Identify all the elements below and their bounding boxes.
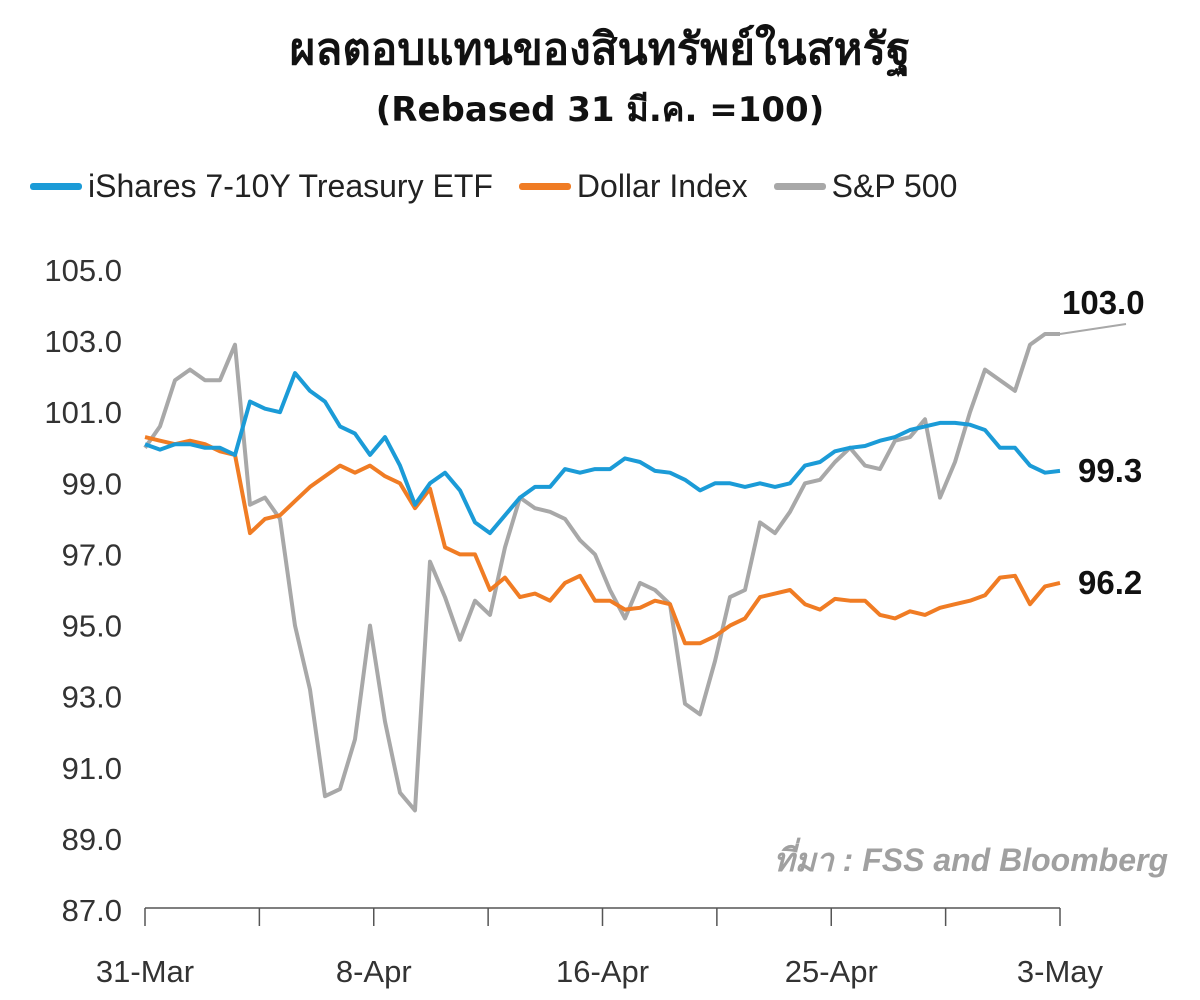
sp500-leader-line xyxy=(1059,323,1127,335)
chart-subtitle: (Rebased 31 มี.ค. =100) xyxy=(375,90,825,130)
legend-swatch-sp500 xyxy=(773,183,826,190)
legend-item-sp500: S&P 500 xyxy=(773,168,958,205)
x-tick-label: 25-Apr xyxy=(785,954,878,989)
y-tick-label: 95.0 xyxy=(62,609,122,644)
end-label-ishares: 99.3 xyxy=(1078,452,1142,489)
end-label-sp500: 103.0 xyxy=(1062,284,1145,321)
x-tick-label: 31-Mar xyxy=(96,954,194,989)
legend-swatch-dollar-index xyxy=(518,183,571,190)
source-note: ที่มา : FSS and Bloomberg xyxy=(773,842,1168,878)
x-tick-label: 8-Apr xyxy=(336,954,412,989)
series-line-ishares xyxy=(144,371,1061,536)
end-label-dollar-index: 96.2 xyxy=(1078,564,1142,601)
legend-label-dollar-index: Dollar Index xyxy=(576,168,748,204)
y-tick-label: 101.0 xyxy=(44,395,122,430)
legend-item-ishares: iShares 7-10Y Treasury ETF xyxy=(30,168,493,205)
legend-item-dollar-index: Dollar Index xyxy=(518,168,748,205)
series-line-sp500 xyxy=(143,332,1060,813)
y-tick-label: 103.0 xyxy=(44,324,122,359)
y-tick-label: 99.0 xyxy=(62,466,122,501)
legend: iShares 7-10Y Treasury ETF Dollar Index … xyxy=(30,168,983,205)
y-tick-label: 91.0 xyxy=(62,751,122,786)
series-line-dollar-index xyxy=(144,435,1061,646)
legend-label-ishares: iShares 7-10Y Treasury ETF xyxy=(88,168,493,204)
x-tick-label: 16-Apr xyxy=(556,954,649,989)
legend-swatch-ishares xyxy=(30,183,82,190)
y-tick-label: 89.0 xyxy=(62,822,122,857)
legend-label-sp500: S&P 500 xyxy=(831,168,958,204)
y-tick-label: 93.0 xyxy=(62,680,122,715)
chart-title: ผลตอบแทนของสินทรัพย์ในสหรัฐ xyxy=(289,24,911,75)
y-tick-label: 87.0 xyxy=(62,893,122,928)
y-tick-label: 105.0 xyxy=(44,253,122,288)
y-tick-label: 97.0 xyxy=(62,537,122,572)
x-tick-label: 3-May xyxy=(1017,954,1104,989)
